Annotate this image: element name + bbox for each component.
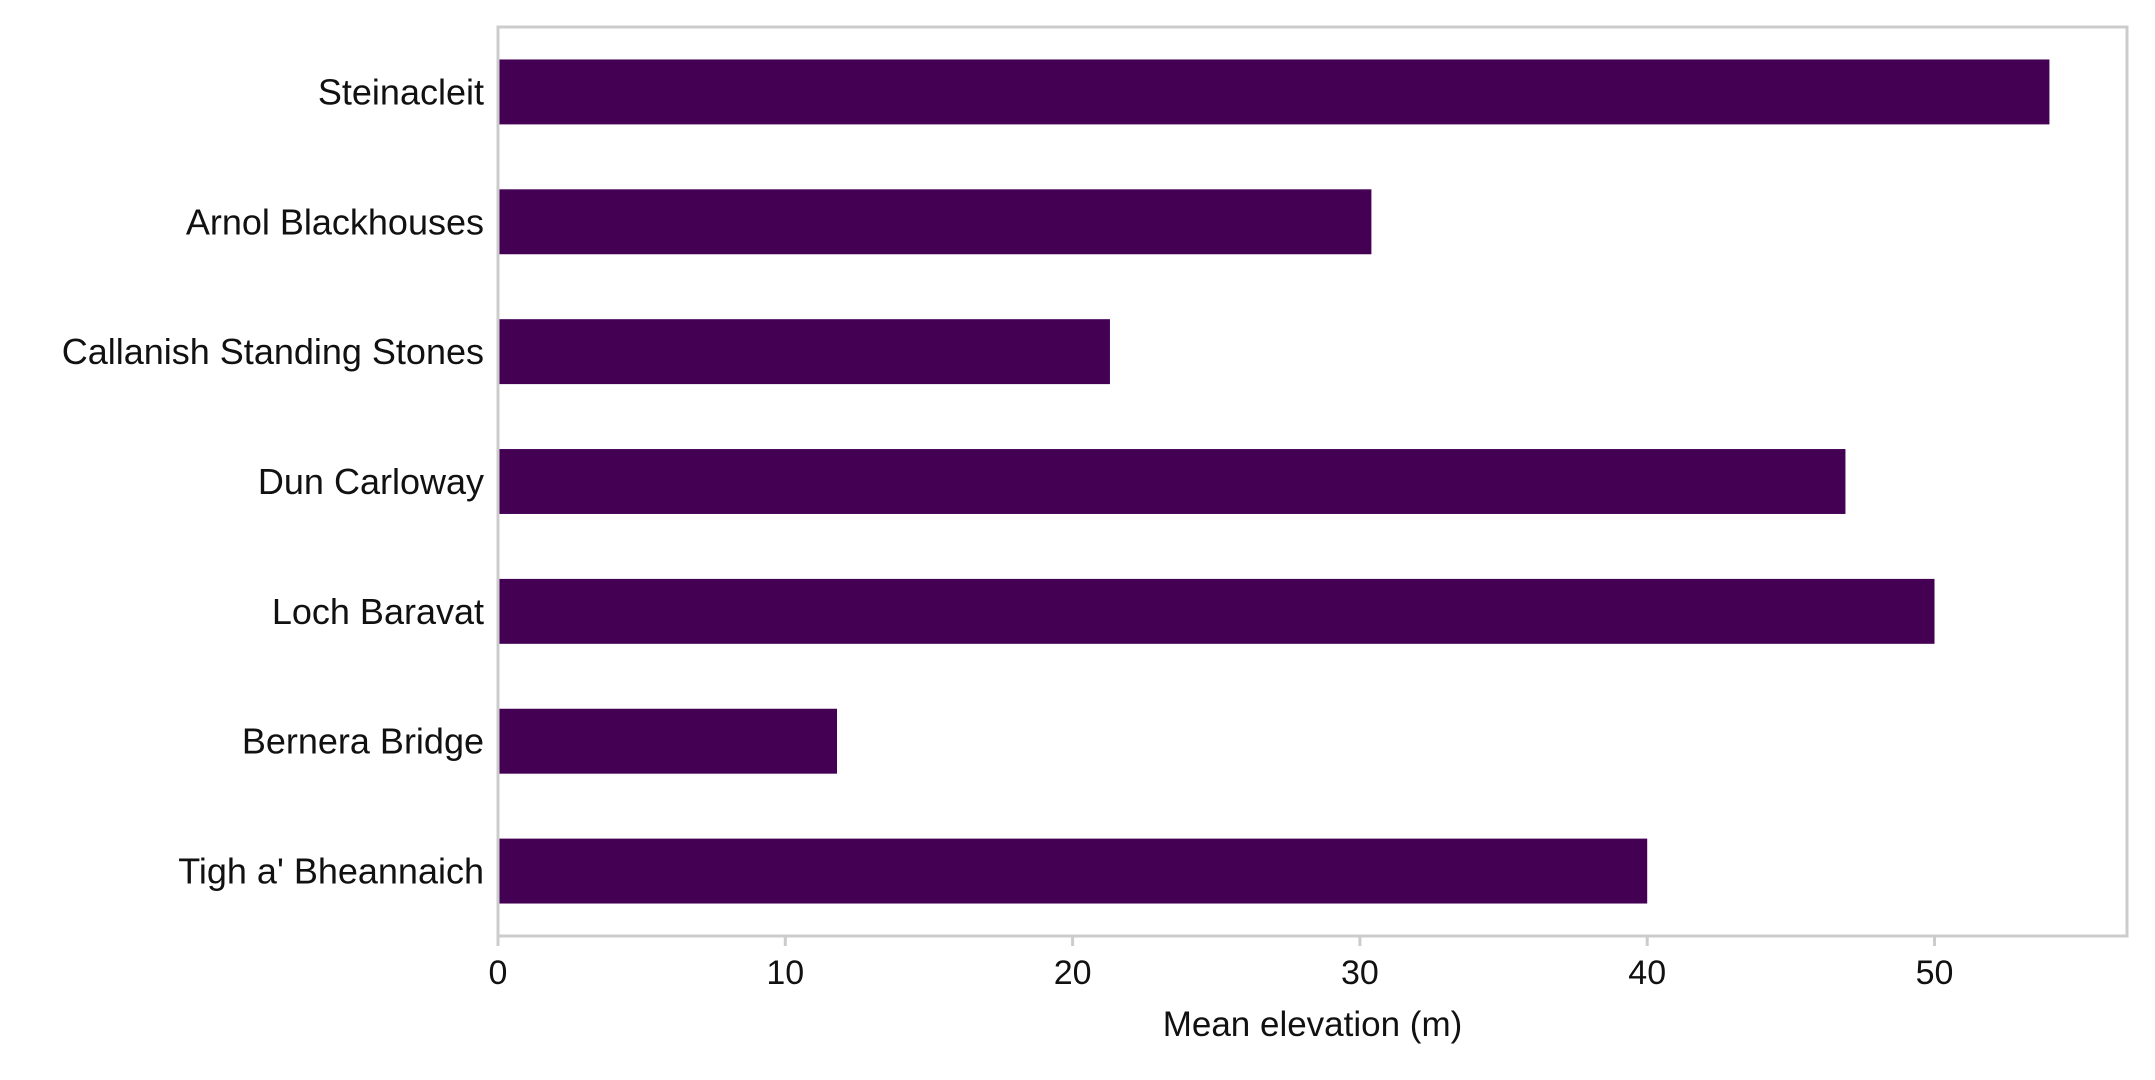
bar-3: [498, 449, 1846, 514]
category-label: Loch Baravat: [272, 591, 484, 632]
category-label: Callanish Standing Stones: [62, 331, 484, 372]
y-axis-category-labels: Steinacleit Arnol Blackhouses Callanish St…: [62, 71, 484, 891]
x-tick-label: 0: [489, 954, 508, 992]
x-axis-ticks: 0 10 20 30 40 50: [489, 936, 1954, 992]
category-label: Dun Carloway: [258, 461, 484, 502]
x-tick-label: 30: [1341, 954, 1379, 992]
x-axis-title: Mean elevation (m): [1163, 1005, 1463, 1044]
bars-layer: [498, 59, 2050, 904]
bar-1: [498, 189, 1372, 255]
bar-4: [498, 578, 1935, 644]
x-tick-label: 10: [766, 954, 804, 992]
category-label: Steinacleit: [318, 71, 484, 112]
bar-2: [498, 319, 1110, 385]
category-label: Tigh a' Bheannaich: [178, 851, 484, 892]
category-label: Arnol Blackhouses: [186, 201, 484, 242]
category-label: Bernera Bridge: [242, 721, 484, 762]
plot-frame: [496, 25, 2129, 938]
x-tick-label: 50: [1916, 954, 1954, 992]
bar-0: [498, 59, 2050, 125]
bar-6: [498, 838, 1648, 904]
x-tick-label: 40: [1628, 954, 1666, 992]
x-tick-label: 20: [1054, 954, 1092, 992]
bar-5: [498, 708, 838, 774]
